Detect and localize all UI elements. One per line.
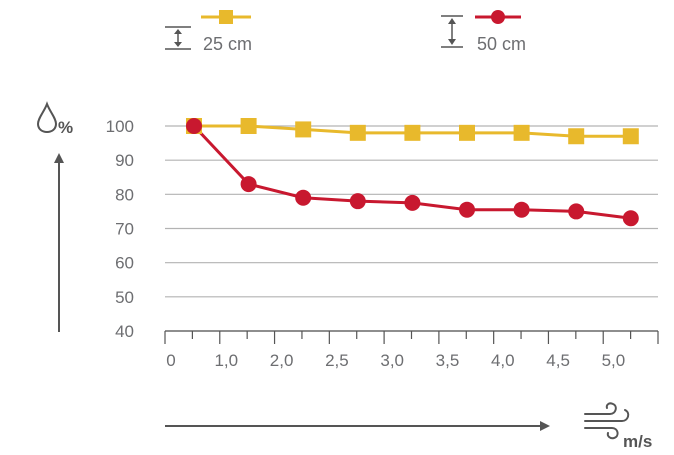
x-tick-label: 2,5 [325,351,349,370]
data-point-square [295,121,312,138]
data-point-circle [459,201,475,218]
data-point-circle [295,189,312,206]
legend-label-25cm: 25 cm [203,34,252,54]
wind-icon [584,402,630,440]
height-arrow-icon [441,15,463,48]
y-tick-labels: 100 90 80 70 60 50 40 [106,117,134,341]
data-point-square [622,128,639,145]
legend-item-25cm: 25 cm [165,10,252,54]
x-tick-label: 3,0 [380,351,404,370]
data-point-square [404,124,421,141]
y-tick-label: 100 [106,117,134,136]
x-tick-label: 1,0 [214,351,238,370]
y-tick-label: 80 [115,185,134,204]
y-unit-label: % [58,118,73,137]
x-tick-labels: 0 1,0 2,0 2,5 3,0 3,5 4,0 4,5 5,0 [166,351,625,370]
y-tick-label: 60 [115,254,134,273]
data-point-square [240,118,257,134]
x-unit-label: m/s [623,432,652,451]
data-point-circle [622,210,639,227]
data-series [186,118,639,227]
x-tick-label: 4,0 [491,351,515,370]
water-drop-icon [36,101,58,134]
x-axis [164,330,659,344]
legend-label-50cm: 50 cm [477,34,526,54]
data-point-circle [186,118,202,134]
data-point-circle [240,176,257,193]
y-tick-label: 50 [115,288,134,307]
data-point-circle [404,194,421,211]
x-tick-label: 0 [166,351,175,370]
data-point-square [568,128,585,145]
y-tick-label: 40 [115,322,134,341]
data-point-square [513,124,530,141]
legend-marker-50cm [475,10,521,24]
height-arrow-icon [165,26,191,50]
x-tick-label: 5,0 [602,351,626,370]
data-point-square [349,124,366,141]
data-point-square [459,124,475,141]
legend: 25 cm 50 cm [165,10,526,54]
legend-marker-25cm [201,10,251,24]
y-tick-label: 90 [115,151,134,170]
data-point-circle [513,201,530,218]
legend-item-50cm: 50 cm [441,10,526,54]
x-tick-label: 2,0 [270,351,294,370]
x-tick-label: 3,5 [436,351,460,370]
grid [165,125,658,332]
y-tick-label: 70 [115,220,134,239]
data-point-circle [568,203,585,220]
x-tick-label: 4,5 [546,351,570,370]
data-point-circle [349,193,366,210]
